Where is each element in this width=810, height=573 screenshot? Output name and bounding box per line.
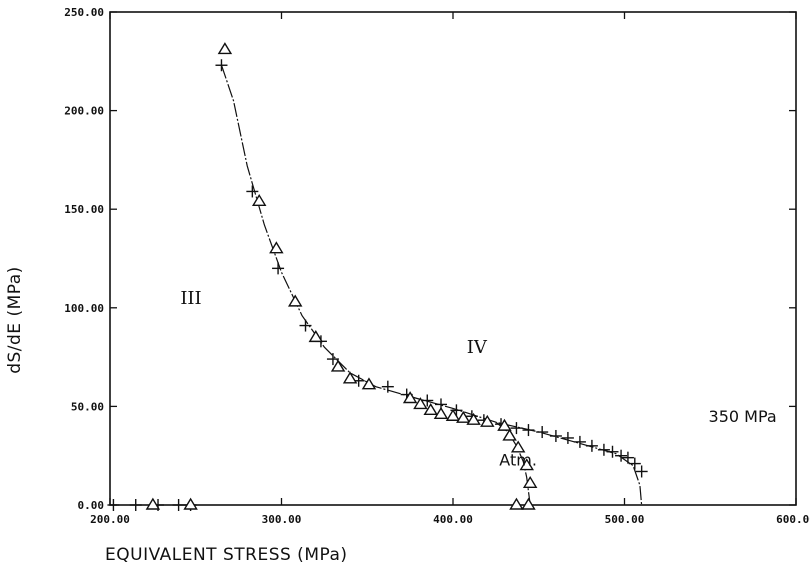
annotation-label: IV (467, 337, 488, 358)
triangle-marker (480, 414, 495, 427)
plus-marker (272, 262, 285, 275)
x-tick-label: 500.00 (605, 513, 645, 526)
plus-marker (585, 439, 598, 452)
plus-marker (635, 465, 648, 478)
triangle-marker (497, 418, 512, 431)
triangle-marker (510, 440, 526, 453)
plus-marker (522, 424, 535, 437)
triangle-marker (413, 397, 428, 410)
plot-frame (109, 11, 797, 506)
triangle-marker (423, 402, 438, 416)
y-tick-label: 200.00 (64, 105, 104, 118)
annotations: III IV 350 MPa Atm. (180, 288, 776, 470)
triangle-marker (287, 294, 303, 307)
plus-marker (381, 380, 394, 393)
triangle-marker (330, 359, 346, 372)
triangle-marker (456, 410, 471, 423)
fitted-curves (220, 65, 643, 506)
plus-marker (299, 319, 312, 332)
y-tick-label: 100.00 (64, 302, 104, 315)
triangle-marker (502, 428, 517, 441)
plus-marker (573, 435, 586, 448)
x-tick-label: 600.00 (776, 513, 810, 526)
plus-marker (597, 443, 610, 456)
x-tick-label: 200.00 (90, 513, 130, 526)
plus-marker (561, 431, 574, 444)
triangle-marker (251, 193, 267, 207)
triangle-marker (269, 241, 284, 254)
triangle-marker (217, 42, 233, 55)
triangle-marker (466, 412, 481, 425)
triangle-marker (522, 475, 538, 489)
triangle-marker (519, 458, 534, 471)
plus-marker (246, 185, 259, 198)
plus-marker (215, 59, 228, 72)
plus-marker (615, 449, 628, 462)
triangle-marker (183, 497, 198, 510)
plot-border (109, 11, 797, 506)
plus-marker (606, 445, 619, 458)
annotation-label: III (180, 288, 201, 309)
plus-marker (421, 394, 434, 407)
x-axis-title: EQUIVALENT STRESS (MPa) (105, 545, 348, 565)
plus-marker (129, 499, 142, 511)
plus-marker (536, 426, 549, 439)
triangle-marker (402, 391, 418, 404)
triangle-marker (445, 408, 461, 421)
plus-marker (621, 451, 634, 464)
triangle-marker (145, 497, 161, 510)
triangle-marker (308, 330, 324, 343)
y-axis-title: dS/dE (MPa) (5, 266, 25, 374)
x-tick-label: 300.00 (262, 513, 302, 526)
x-tick-label: 400.00 (433, 513, 473, 526)
annotation-label: Atm. (499, 451, 537, 470)
y-tick-label: 50.00 (71, 400, 104, 413)
triangle-marker (509, 497, 524, 510)
triangle-marker (521, 497, 536, 510)
plus-marker (628, 457, 641, 470)
fit-curve (220, 65, 643, 506)
y-tick-label: 0.00 (78, 499, 105, 512)
plus-marker (107, 499, 120, 511)
plus-marker (549, 429, 562, 442)
annotation-label: 350 MPa (709, 407, 777, 426)
data-markers (107, 42, 648, 511)
triangle-marker (342, 371, 358, 384)
triangle-marker (433, 406, 449, 419)
triangle-marker (361, 377, 377, 390)
plus-marker (326, 353, 339, 366)
axis-ticks: 200.00 300.00 400.00 500.00 600.00 0.00 50.00 1… (64, 6, 810, 526)
plus-marker (510, 422, 523, 435)
plus-marker (172, 499, 185, 511)
y-tick-label: 150.00 (64, 203, 104, 216)
y-tick-label: 250.00 (64, 6, 104, 19)
